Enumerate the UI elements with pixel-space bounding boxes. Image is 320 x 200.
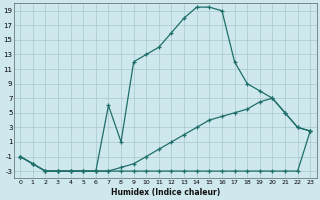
X-axis label: Humidex (Indice chaleur): Humidex (Indice chaleur): [111, 188, 220, 197]
